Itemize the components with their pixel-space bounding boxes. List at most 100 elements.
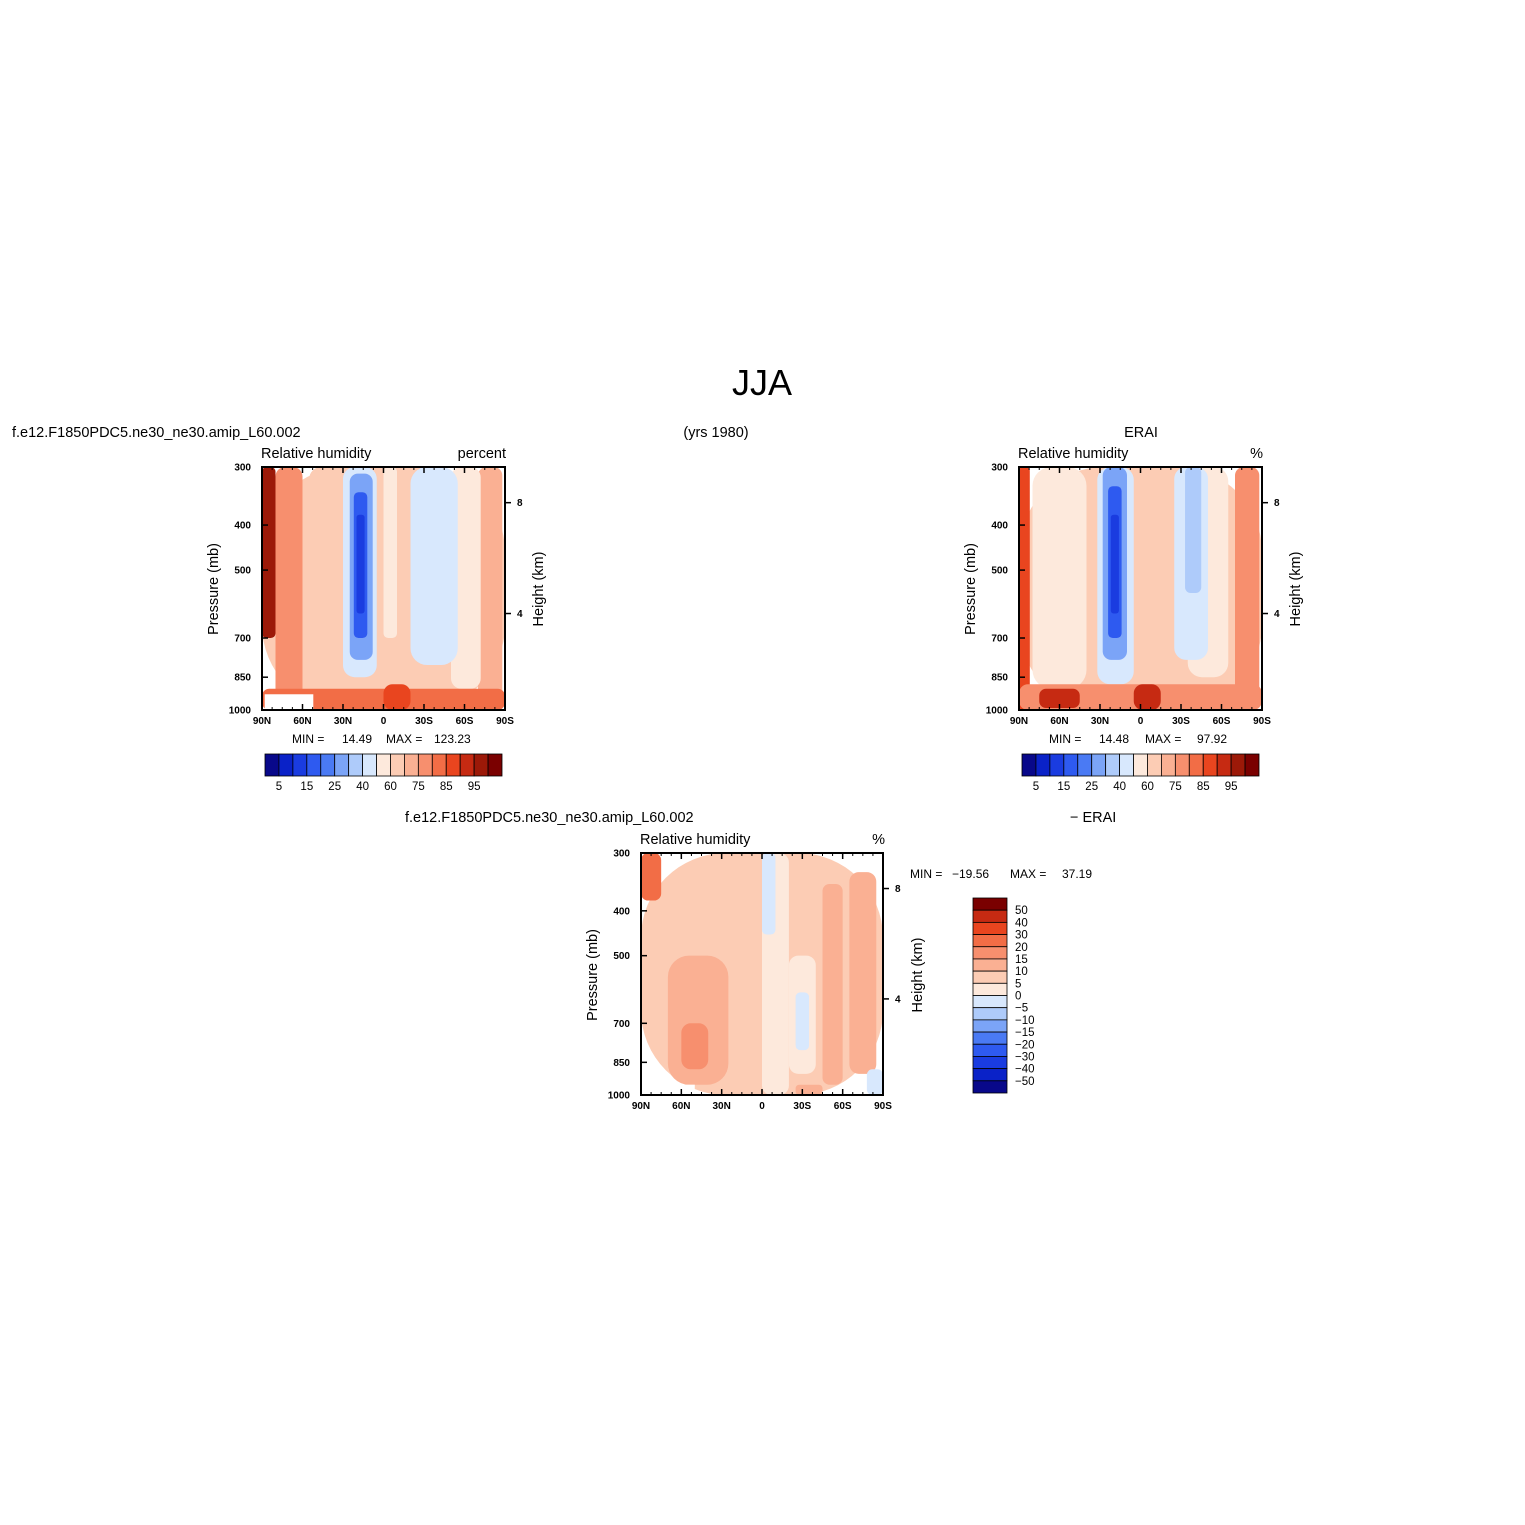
colorbar-swatch [972,1056,1008,1070]
colorbar-swatch [972,982,1008,996]
contour-region-13 [262,467,276,639]
colorbar-swatch [1244,753,1260,777]
contour-region-1 [1235,467,1260,710]
colorbar-label: 5 [1033,781,1039,793]
panel-obs-min-label: MIN = [1049,732,1081,746]
colorbar-label: −50 [1015,1076,1035,1088]
y-tick-label: 500 [234,566,251,577]
colorbar-label: 50 [1015,905,1028,917]
contour-region-12 [275,467,303,710]
colorbar-label: 20 [1015,942,1028,954]
colorbar-label: 15 [1015,954,1028,966]
panel-diff-units: % [872,832,885,848]
colorbar-label: −15 [1015,1027,1035,1039]
panel-diff-min-value: −19.56 [952,867,989,881]
missing-data-region-0 [641,1084,695,1095]
colorbar-swatch [972,1068,1008,1082]
y-tick-label: 1000 [986,706,1009,717]
y-tick-label: 400 [234,521,251,532]
colorbar-swatch [459,753,475,777]
contour-region-11 [309,467,343,689]
panel-diff-ylabel: Pressure (mb) [585,929,601,1021]
x-tick-label: 30S [793,1101,811,1112]
main-title: JJA [732,362,792,403]
colorbar-swatch [1147,753,1162,777]
colorbar-swatch [972,909,1008,923]
colorbar-swatch [417,753,433,777]
missing-data-region-0 [264,694,314,710]
colorbar-swatch [487,753,503,777]
x-tick-label: 60S [1213,716,1231,727]
panel-diff-max-label: MAX = [1010,867,1046,881]
colorbar-label: −40 [1015,1064,1035,1076]
y-tick-label: 1000 [608,1091,631,1102]
colorbar-label: 60 [384,781,397,793]
contour-field [262,467,505,710]
colorbar-label: 40 [1015,917,1028,929]
colorbar-swatch [972,1007,1008,1021]
x-tick-label: 60N [672,1101,690,1112]
x-tick-label: 90S [496,716,514,727]
colorbar-swatch [1077,753,1093,777]
colorbar-label: 15 [1057,781,1070,793]
colorbar-label: 40 [356,781,369,793]
x-tick-label: 60S [834,1101,852,1112]
y-tick-label: 300 [613,849,630,860]
panel-model-plot-area: 90N 60N 30N 0 30S 60S 90S 300 400 500 700 850 1000 8 4 [229,463,523,728]
panel-diff-case-suffix: − ERAI [1070,810,1116,826]
x-tick-label: 90N [253,716,271,727]
contour-region-4 [417,467,438,639]
x-tick-label: 0 [1138,716,1144,727]
height-tick-label: 4 [895,994,901,1005]
panel-obs-ylabel-right: Height (km) [1288,552,1304,627]
colorbar-swatch [334,753,350,777]
contour-region-6 [383,467,397,639]
y-tick-label: 300 [991,463,1008,474]
colorbar-swatch [278,753,294,777]
y-tick-label: 850 [234,673,251,684]
contour-region-8 [1110,514,1119,614]
y-tick-label: 1000 [229,706,252,717]
contour-region-5 [762,853,776,935]
colorbar-swatch [390,753,405,777]
colorbar-swatch [1174,753,1190,777]
contour-region-10 [356,514,365,614]
contour-region-5 [397,467,411,652]
height-tick-label: 8 [895,884,901,895]
colorbar-swatch [972,1031,1008,1045]
x-tick-label: 30S [415,716,433,727]
colorbar-swatch [1161,753,1176,777]
panel-diff-max-value: 37.19 [1062,867,1092,881]
panel-model-max-label: MAX = [386,732,422,746]
panel-diff-stats: MIN = −19.56 MAX = 37.19 [910,867,1092,881]
panel-obs-colorbar: 5 15 25 40 60 75 85 95 [1021,753,1260,793]
colorbar-label: 25 [328,781,341,793]
colorbar-label: 95 [1225,781,1238,793]
y-tick-label: 850 [613,1058,630,1069]
colorbar-swatch [1035,753,1051,777]
x-tick-label: 30N [712,1101,730,1112]
x-tick-label: 90N [632,1101,650,1112]
colorbar-label: 5 [276,781,282,793]
panel-model-case: f.e12.F1850PDC5.ne30_ne30.amip_L60.002 [12,425,301,441]
colorbar-swatch [972,946,1008,960]
panel-obs-min-value: 14.48 [1099,732,1129,746]
colorbar-label: 85 [440,781,453,793]
colorbar-swatch [348,753,363,777]
x-tick-label: 90N [1010,716,1028,727]
panel-diff: f.e12.F1850PDC5.ne30_ne30.amip_L60.002 −… [405,810,1116,1112]
colorbar-swatch [972,995,1008,1009]
panel-model-stats: MIN = 14.49 MAX = 123.23 [292,732,471,746]
x-tick-label: 0 [759,1101,765,1112]
colorbar-label: 75 [1169,781,1182,793]
panel-model-min-label: MIN = [292,732,324,746]
panel-obs: ERAI Relative humidity % Pressure (mb) H… [963,425,1304,793]
colorbar-swatch [972,958,1008,972]
panel-obs-case: ERAI [1124,425,1158,441]
panel-obs-stats: MIN = 14.48 MAX = 97.92 [1049,732,1227,746]
years-label: (yrs 1980) [683,425,748,441]
contour-region-15 [383,684,411,710]
panel-diff-plot-area: 90N 60N 30N 0 30S 60S 90S 300 400 500 700 850 1000 8 4 [608,849,901,1113]
panel-model: f.e12.F1850PDC5.ne30_ne30.amip_L60.002 R… [12,425,547,793]
